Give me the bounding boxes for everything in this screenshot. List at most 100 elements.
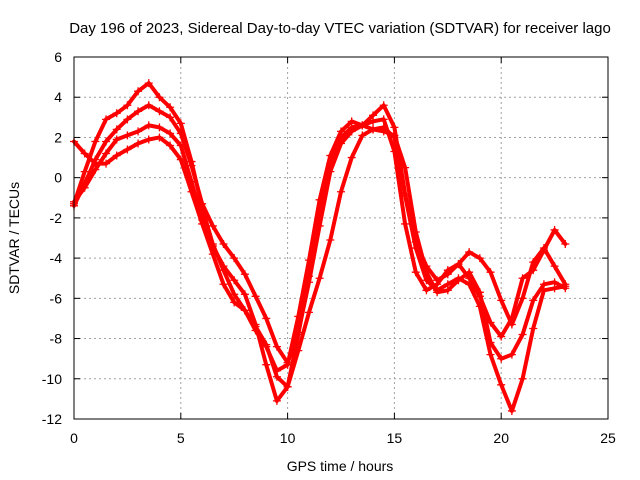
data-series [70,79,570,415]
data-point [337,133,345,142]
data-point [262,360,271,369]
data-point [497,354,506,363]
data-point [454,274,463,283]
data-point [262,314,271,323]
data-point [315,274,324,283]
y-tick-label: 4 [54,89,62,105]
data-point [529,296,538,305]
data-point [507,406,516,415]
series-trace [72,123,568,413]
data-point [112,151,121,160]
x-tick-label: 25 [600,430,616,446]
data-point [486,268,495,277]
data-point [80,183,89,192]
x-axis-label: GPS time / hours [287,458,394,474]
data-point [283,382,292,391]
data-point [518,374,527,383]
data-point [112,109,121,118]
data-point [294,330,303,339]
data-point [240,290,249,299]
data-point [443,280,452,289]
data-point [176,129,185,138]
data-point [379,123,388,132]
data-point [379,115,388,124]
x-tick-label: 0 [70,430,78,446]
data-point [401,163,410,172]
data-point [507,350,516,359]
plot-frame [73,56,609,420]
data-point [230,254,239,263]
data-point [251,320,260,329]
data-point [112,125,121,134]
data-point [465,248,474,257]
data-point [497,380,506,389]
data-point [497,332,506,341]
data-point [134,139,143,148]
y-tick-label: 2 [54,129,62,145]
data-point [102,137,111,146]
data-point [550,262,559,271]
data-point [219,280,228,289]
data-point [208,242,217,251]
data-point [166,113,175,122]
data-point [358,121,367,130]
series-track-4 [70,121,570,415]
data-point [166,141,175,150]
data-point [230,276,239,285]
chart-title: Day 196 of 2023, Sidereal Day-to-day VTE… [69,20,611,37]
data-point [166,103,175,112]
data-point [550,284,559,293]
data-point [112,135,121,144]
data-point [433,276,442,285]
data-point [401,191,410,200]
y-tick-label: -12 [42,411,62,427]
data-point [326,159,335,168]
data-point [411,244,420,253]
data-point [208,221,217,230]
data-point [465,268,474,277]
data-point [144,135,153,144]
data-point [486,350,495,359]
data-point [304,272,313,281]
data-point [539,244,548,253]
data-point [102,159,111,168]
data-point [144,79,153,88]
data-point [337,187,345,196]
data-point [475,254,484,263]
data-point [155,123,164,132]
data-point [561,282,570,291]
data-point [454,260,463,269]
data-point [390,133,399,142]
data-point [123,145,132,154]
data-point [102,115,111,124]
data-point [262,340,271,349]
y-tick-label: -2 [50,210,63,226]
data-point [80,149,89,158]
data-point [251,292,260,301]
data-point [475,302,484,311]
data-point [219,262,228,271]
y-tick-label: -6 [50,290,63,306]
data-point [198,215,207,224]
data-point [102,149,111,158]
data-point [518,274,527,283]
x-tick-label: 10 [280,430,296,446]
grid [74,57,608,419]
y-tick-label: 0 [54,170,62,186]
data-point [539,286,548,295]
x-tick-label: 5 [177,430,185,446]
data-point [283,358,292,367]
data-point [166,129,175,138]
data-point [529,258,538,267]
y-tick-label: -8 [50,331,63,347]
data-point [507,320,516,329]
data-point [497,296,506,305]
data-point [176,141,185,150]
data-point [240,270,249,279]
y-tick-label: -4 [50,250,63,266]
data-point [411,268,420,277]
data-point [561,240,570,249]
data-point [144,101,153,110]
data-point [379,101,388,110]
